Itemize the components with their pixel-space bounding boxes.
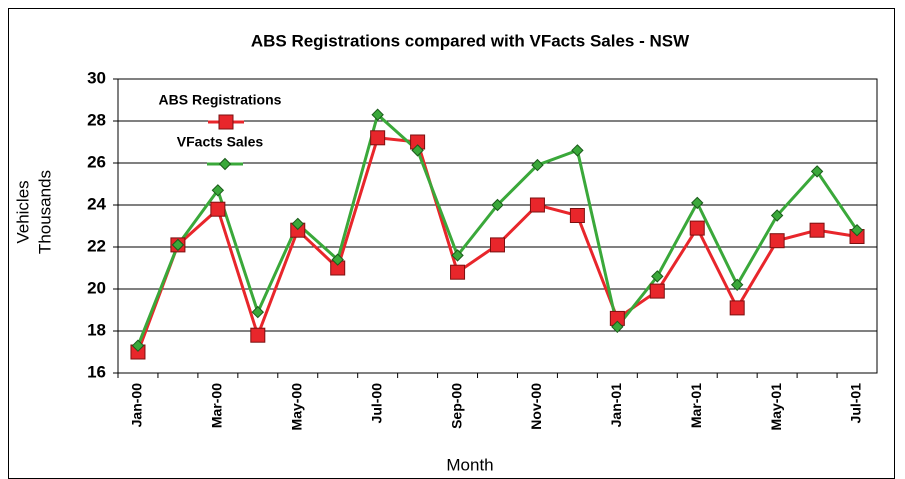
plot-border <box>117 78 878 374</box>
chart-title: ABS Registrations compared with VFacts S… <box>251 31 690 50</box>
x-tick-label: Jul-01 <box>848 383 864 424</box>
marker <box>810 165 824 178</box>
y-tick-label: 30 <box>87 68 106 87</box>
legend-label: ABS Registrations <box>159 92 282 108</box>
y-tick-label: 24 <box>87 194 106 213</box>
marker <box>649 283 665 299</box>
legend-marker <box>218 114 234 130</box>
marker <box>611 320 624 334</box>
marker <box>251 305 265 319</box>
marker <box>331 253 344 266</box>
marker <box>571 144 584 157</box>
x-tick-label: Mar-00 <box>209 383 225 428</box>
x-tick-label: May-00 <box>288 383 304 431</box>
legend-marker <box>218 157 232 171</box>
marker <box>211 184 225 197</box>
y-axis-label: Thousands <box>35 170 54 254</box>
marker <box>730 278 744 292</box>
y-tick-label: 18 <box>87 320 106 339</box>
y-tick-label: 16 <box>87 362 106 381</box>
x-tick-label: Jan-01 <box>608 383 624 428</box>
marker <box>769 233 785 249</box>
marker <box>370 130 386 146</box>
x-axis-label: Month <box>446 455 493 474</box>
marker <box>651 270 664 283</box>
marker <box>210 201 226 217</box>
marker <box>529 197 545 213</box>
marker <box>450 264 466 280</box>
x-tick-label: May-01 <box>768 383 784 431</box>
marker <box>131 339 145 352</box>
marker <box>850 223 864 237</box>
x-tick-label: Mar-01 <box>688 383 704 428</box>
y-tick-label: 28 <box>87 110 106 129</box>
marker <box>451 249 464 262</box>
y-axis-label: Vehicles <box>13 180 32 243</box>
y-tick-label: 20 <box>87 278 106 297</box>
marker <box>171 238 185 252</box>
marker <box>250 327 266 343</box>
legend-label: VFacts Sales <box>177 134 264 150</box>
marker <box>411 144 424 157</box>
marker <box>691 196 704 210</box>
marker <box>770 209 784 222</box>
marker <box>569 208 585 223</box>
marker <box>809 222 825 238</box>
marker <box>491 198 504 212</box>
marker <box>729 300 745 316</box>
y-tick-label: 26 <box>87 152 106 171</box>
marker <box>689 220 705 236</box>
marker <box>490 237 505 253</box>
x-tick-label: Jan-00 <box>129 383 145 428</box>
marker <box>371 108 384 121</box>
x-tick-label: Nov-00 <box>528 383 544 430</box>
y-tick-label: 22 <box>87 236 106 255</box>
x-tick-label: Jul-00 <box>368 383 384 424</box>
marker <box>291 217 304 231</box>
marker <box>531 158 544 172</box>
x-tick-label: Sep-00 <box>448 383 464 429</box>
